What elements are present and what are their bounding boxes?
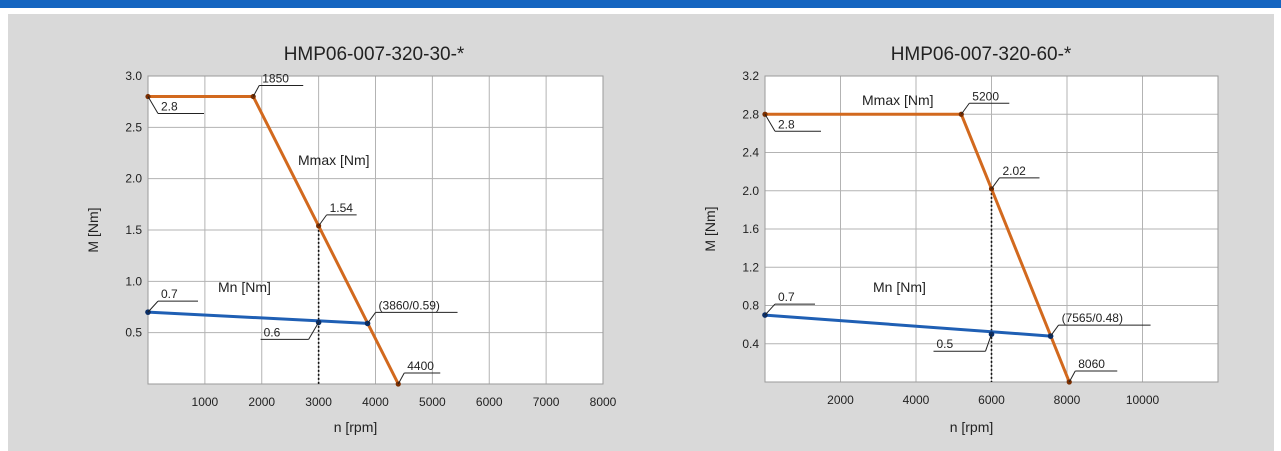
chart-2: 2000 4000 6000 8000 10000 0.4 0.8 1.2 1.6 2.0 2.4 2… <box>702 44 1219 435</box>
x-tick-label: 4000 <box>903 393 930 407</box>
y-tick-label: 1.2 <box>742 260 759 274</box>
y-axis-label: M [Nm] <box>702 206 718 251</box>
x-tick-label: 10000 <box>1126 393 1160 407</box>
x-tick-label: 6000 <box>978 393 1005 407</box>
series-label: Mn [Nm] <box>218 279 271 295</box>
top-accent-bar <box>0 0 1281 8</box>
annotation-leader <box>985 334 992 352</box>
y-tick-label: 2.4 <box>742 146 759 160</box>
annotation-label: 0.5 <box>937 337 954 351</box>
series-label: Mn [Nm] <box>873 279 926 295</box>
x-tick-label: 4000 <box>362 395 389 409</box>
annotation-leader <box>318 214 328 227</box>
annotation-leader <box>991 177 1000 190</box>
annotation-label: 1.54 <box>330 201 354 215</box>
annotation-label: (7565/0.48) <box>1062 311 1123 325</box>
annotation-label: 2.8 <box>161 100 178 114</box>
annotation-label: 2.02 <box>1003 164 1027 178</box>
annotation-leader <box>367 312 376 324</box>
chart-title: HMP06-007-320-60-* <box>891 44 1072 65</box>
y-tick-label: 3.0 <box>125 69 142 83</box>
y-tick-label: 1.6 <box>742 222 759 236</box>
y-tick-label: 2.0 <box>742 184 759 198</box>
x-tick-label: 2000 <box>248 395 275 409</box>
annotation-label: 0.7 <box>161 287 178 301</box>
x-axis-label: n [rpm] <box>950 419 994 435</box>
annotation-leader <box>1050 324 1059 337</box>
series-line-mmax <box>148 95 400 385</box>
y-tick-label: 2.0 <box>125 172 142 186</box>
chart-title: HMP06-007-320-30-* <box>284 44 465 65</box>
y-tick-label: 2.8 <box>742 107 759 121</box>
y-axis-label: M [Nm] <box>85 207 101 252</box>
annotation-leader <box>960 102 970 115</box>
x-tick-label: 1000 <box>192 395 219 409</box>
annotation-label: 4400 <box>407 359 434 373</box>
y-tick-label: 1.5 <box>125 223 142 237</box>
x-tick-label: 7000 <box>533 395 560 409</box>
y-tick-label: 0.8 <box>742 299 759 313</box>
x-tick-label: 2000 <box>827 393 854 407</box>
annotation-leader <box>764 113 776 132</box>
y-tick-label: 0.5 <box>125 326 142 340</box>
annotation-label: 2.8 <box>778 117 795 131</box>
y-tick-label: 1.0 <box>125 274 142 288</box>
y-tick-label: 3.2 <box>742 69 759 83</box>
plot-border <box>147 75 604 385</box>
annotation-label: 0.7 <box>778 290 795 304</box>
y-tick-label: 0.4 <box>742 337 759 351</box>
annotation-leader <box>147 300 159 313</box>
x-tick-label: 5000 <box>419 395 446 409</box>
annotation-leader <box>397 372 405 385</box>
series-line-mn <box>764 313 1051 338</box>
annotation-label: 8060 <box>1078 357 1105 371</box>
series-label: Mmax [Nm] <box>862 92 934 108</box>
x-tick-label: 3000 <box>305 395 332 409</box>
y-tick-label: 2.5 <box>125 120 142 134</box>
x-tick-label: 8000 <box>590 395 617 409</box>
annotation-label: 1850 <box>262 72 289 86</box>
series-line-mmax <box>765 112 1071 383</box>
series-label: Mmax [Nm] <box>298 152 370 168</box>
annotation-label: (3860/0.59) <box>379 298 440 312</box>
x-axis-label: n [rpm] <box>334 419 378 435</box>
annotation-label: 0.6 <box>264 325 281 339</box>
annotation-leader <box>1068 370 1076 383</box>
annotation-leader <box>308 322 320 340</box>
annotation-leader <box>147 96 159 114</box>
annotation-leader <box>252 85 260 97</box>
annotation-leader <box>764 303 776 316</box>
chart-1: 1000 2000 3000 4000 5000 6000 7000 8000 0.5 1.0 1.… <box>85 44 617 435</box>
series-line-mn <box>147 310 368 325</box>
x-tick-label: 6000 <box>476 395 503 409</box>
annotation-label: 5200 <box>972 89 999 103</box>
x-tick-label: 8000 <box>1054 393 1081 407</box>
